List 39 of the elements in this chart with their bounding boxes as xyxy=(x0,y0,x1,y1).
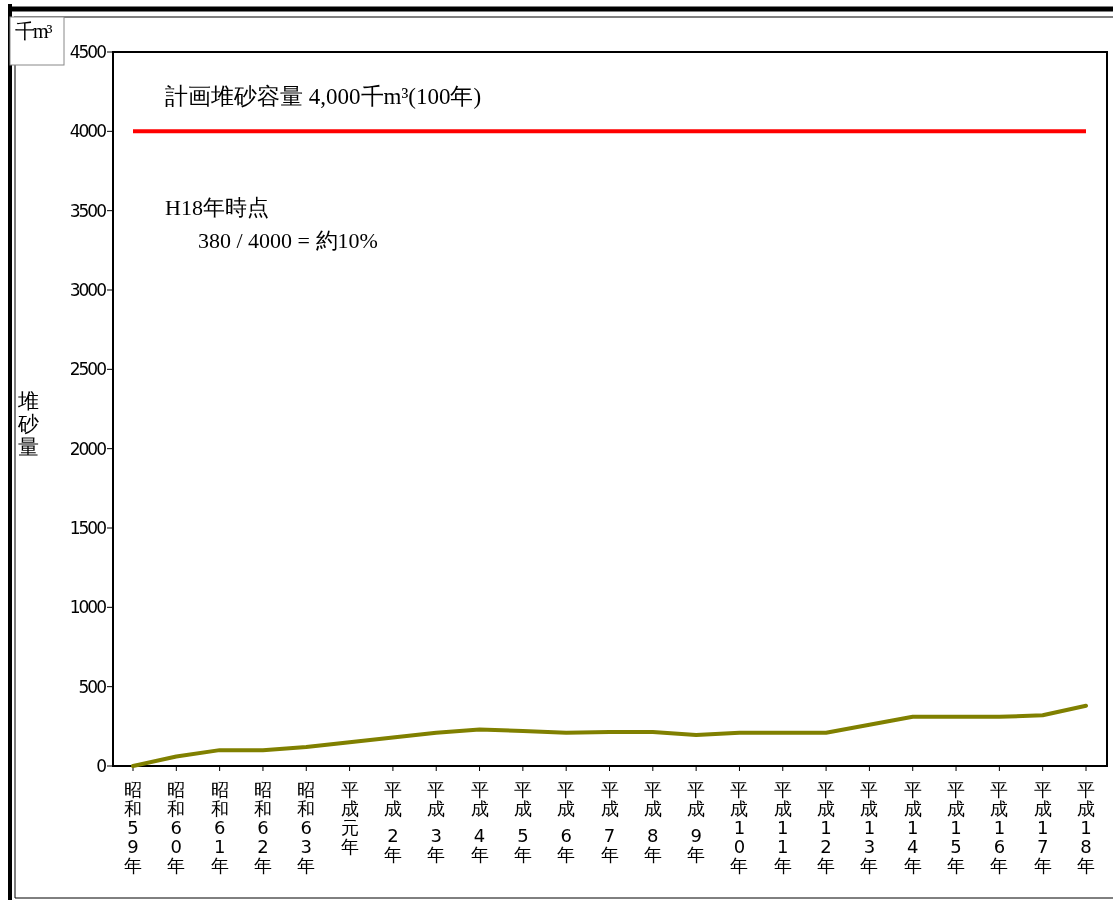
x-tick-label: 平成16年 xyxy=(990,779,1009,876)
y-tick-label: 500 xyxy=(78,676,107,697)
ref-line-label: 計画堆砂容量 4,000千m³(100年) xyxy=(165,84,482,110)
x-tick-label: 平成 3年 xyxy=(427,779,446,865)
x-tick-label: 平成13年 xyxy=(860,779,879,876)
y-tick-label: 1500 xyxy=(69,518,107,538)
x-tick-label: 平成14年 xyxy=(903,779,922,876)
x-tick-label: 平成 2年 xyxy=(383,779,402,865)
x-tick-label: 平成元年 xyxy=(340,779,359,857)
y-tick-label: 3000 xyxy=(69,280,107,300)
y-tick-label: 2000 xyxy=(69,438,107,459)
annotation: 380 / 4000 = 約10% xyxy=(198,228,378,253)
annotation: H18年時点 xyxy=(165,195,269,220)
x-tick-label: 昭和60年 xyxy=(167,779,186,876)
x-tick-label: 平成17年 xyxy=(1033,779,1052,876)
y-tick-label: 3500 xyxy=(69,200,107,221)
x-tick-label: 平成 9年 xyxy=(687,779,706,865)
x-tick-label: 昭和63年 xyxy=(297,779,316,876)
x-tick-label: 平成 4年 xyxy=(470,779,489,865)
y-tick-label: 2500 xyxy=(69,359,107,380)
x-tick-label: 平成10年 xyxy=(730,779,749,876)
x-tick-label: 平成12年 xyxy=(817,779,836,876)
y-tick-label: 0 xyxy=(96,756,107,776)
y-axis-title: 堆砂量 xyxy=(16,389,39,459)
x-tick-label: 平成 6年 xyxy=(557,779,576,865)
text: 千m³ xyxy=(15,20,53,42)
x-tick-label: 昭和62年 xyxy=(253,779,272,876)
x-tick-label: 平成15年 xyxy=(947,779,966,876)
x-tick-label: 平成11年 xyxy=(773,779,792,876)
x-tick-label: 昭和61年 xyxy=(210,779,229,876)
x-tick-label: 平成 7年 xyxy=(600,779,619,865)
line-series xyxy=(131,703,1088,768)
x-tick-label: 昭和59年 xyxy=(124,779,142,876)
x-tick-label: 平成18年 xyxy=(1077,779,1095,876)
y-tick-label: 4000 xyxy=(69,121,107,142)
x-tick-label: 平成 8年 xyxy=(643,779,662,865)
x-tick-label: 平成 5年 xyxy=(513,779,532,865)
y-tick-label: 1000 xyxy=(69,597,107,618)
y-tick-label: 4500 xyxy=(69,42,107,62)
